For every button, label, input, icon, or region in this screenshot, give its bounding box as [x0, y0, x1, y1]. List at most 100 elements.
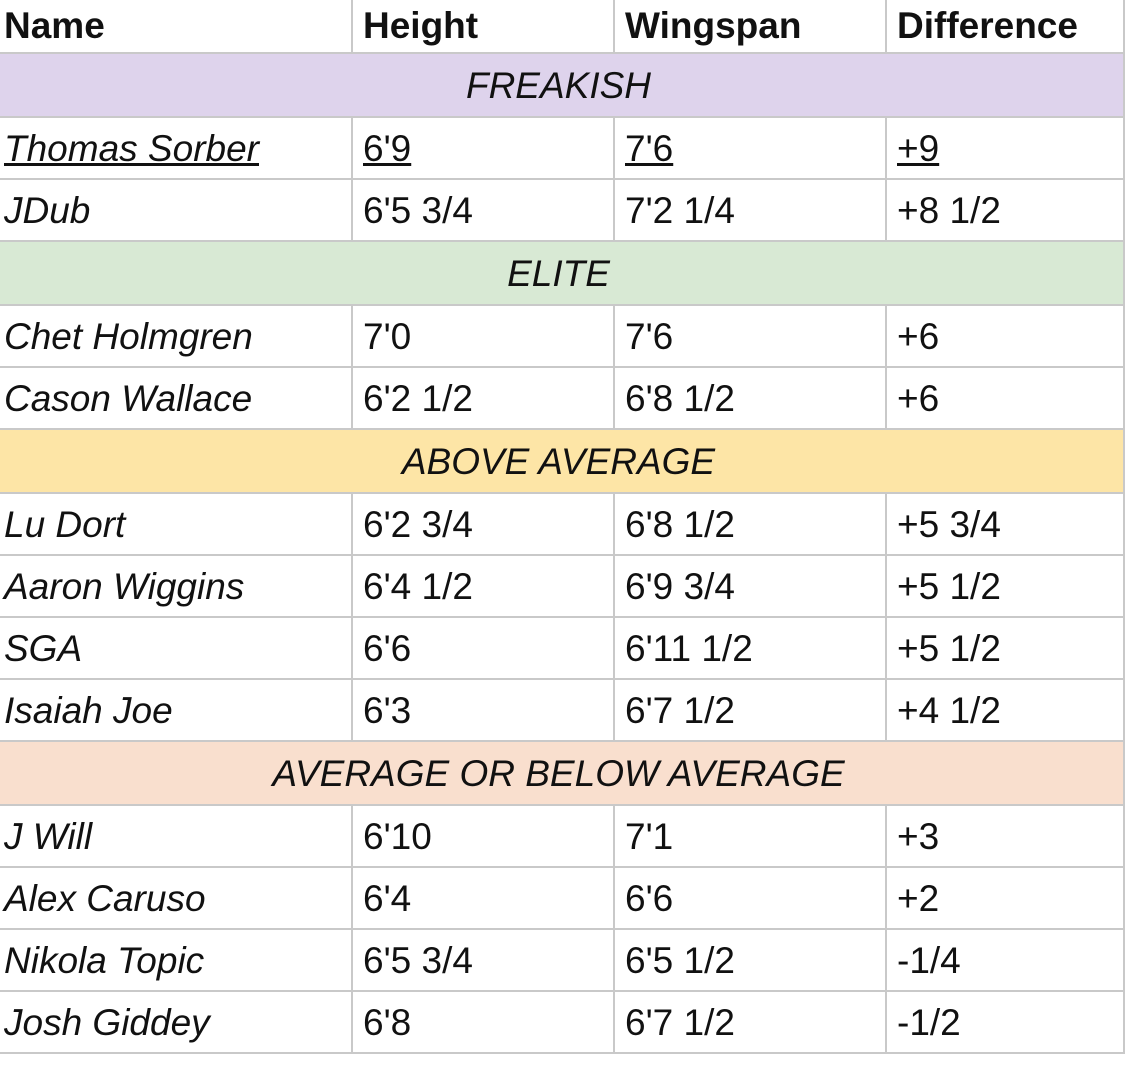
wingspan-cell[interactable]: 7'2 1/4 [613, 178, 887, 242]
category-label[interactable]: AVERAGE OR BELOW AVERAGE [0, 740, 1125, 806]
name-cell[interactable]: JDub [0, 178, 353, 242]
wingspan-cell[interactable]: 6'7 1/2 [613, 678, 887, 742]
difference-cell[interactable]: +5 1/2 [885, 616, 1125, 680]
height-cell[interactable]: 6'3 [351, 678, 615, 742]
name-value: Alex Caruso [4, 877, 206, 919]
wingspan-cell[interactable]: 6'6 [613, 866, 887, 930]
name-cell[interactable]: J Will [0, 804, 353, 868]
name-cell[interactable]: Chet Holmgren [0, 304, 353, 368]
table-row: Lu Dort 6'2 3/4 6'8 1/2 +5 3/4 [0, 492, 1125, 556]
wingspan-value: 6'7 1/2 [625, 689, 735, 731]
height-cell[interactable]: 6'8 [351, 990, 615, 1054]
difference-value: +6 [897, 377, 940, 419]
height-cell[interactable]: 6'2 1/2 [351, 366, 615, 430]
category-label[interactable]: ABOVE AVERAGE [0, 428, 1125, 494]
difference-value: -1/2 [897, 1001, 961, 1043]
height-cell[interactable]: 6'4 [351, 866, 615, 930]
category-row: ELITE [0, 240, 1125, 306]
name-cell[interactable]: Aaron Wiggins [0, 554, 353, 618]
wingspan-value: 6'8 1/2 [625, 503, 735, 545]
name-cell[interactable]: Lu Dort [0, 492, 353, 556]
wingspan-cell[interactable]: 6'7 1/2 [613, 990, 887, 1054]
difference-value: +9 [897, 127, 940, 169]
category-label[interactable]: FREAKISH [0, 52, 1125, 118]
wingspan-value: 6'6 [625, 877, 674, 919]
category-label[interactable]: ELITE [0, 240, 1125, 306]
difference-cell[interactable]: +5 3/4 [885, 492, 1125, 556]
column-header-name[interactable]: Name [0, 0, 353, 54]
difference-value: +8 1/2 [897, 189, 1001, 231]
difference-cell[interactable]: +2 [885, 866, 1125, 930]
name-cell[interactable]: Nikola Topic [0, 928, 353, 992]
height-cell[interactable]: 6'5 3/4 [351, 928, 615, 992]
category-row: AVERAGE OR BELOW AVERAGE [0, 740, 1125, 806]
height-value: 6'2 3/4 [363, 503, 473, 545]
name-value: SGA [4, 627, 83, 669]
difference-cell[interactable]: -1/2 [885, 990, 1125, 1054]
wingspan-value: 6'8 1/2 [625, 377, 735, 419]
height-value: 6'2 1/2 [363, 377, 473, 419]
height-cell[interactable]: 6'6 [351, 616, 615, 680]
wingspan-value: 6'7 1/2 [625, 1001, 735, 1043]
table-row: J Will 6'10 7'1 +3 [0, 804, 1125, 868]
height-cell[interactable]: 7'0 [351, 304, 615, 368]
name-value: JDub [4, 189, 91, 231]
height-value: 6'5 3/4 [363, 939, 473, 981]
difference-cell[interactable]: +6 [885, 304, 1125, 368]
difference-value: -1/4 [897, 939, 961, 981]
table-row: SGA 6'6 6'11 1/2 +5 1/2 [0, 616, 1125, 680]
difference-value: +4 1/2 [897, 689, 1001, 731]
column-header-wingspan[interactable]: Wingspan [613, 0, 887, 54]
wingspan-value: 7'6 [625, 315, 674, 357]
column-header-difference[interactable]: Difference [885, 0, 1125, 54]
height-cell[interactable]: 6'2 3/4 [351, 492, 615, 556]
height-cell[interactable]: 6'9 [351, 116, 615, 180]
table-row: Nikola Topic 6'5 3/4 6'5 1/2 -1/4 [0, 928, 1125, 992]
height-value: 6'4 [363, 877, 412, 919]
wingspan-cell[interactable]: 6'9 3/4 [613, 554, 887, 618]
name-value: Lu Dort [4, 503, 126, 545]
wingspan-cell[interactable]: 6'5 1/2 [613, 928, 887, 992]
name-cell[interactable]: Isaiah Joe [0, 678, 353, 742]
wingspan-cell[interactable]: 7'6 [613, 116, 887, 180]
height-cell[interactable]: 6'5 3/4 [351, 178, 615, 242]
name-value: Josh Giddey [4, 1001, 210, 1043]
column-header-height[interactable]: Height [351, 0, 615, 54]
wingspan-table: Name Height Wingspan Difference FREAKISH… [0, 0, 1125, 1054]
difference-value: +6 [897, 315, 940, 357]
difference-cell[interactable]: +5 1/2 [885, 554, 1125, 618]
difference-cell[interactable]: +9 [885, 116, 1125, 180]
wingspan-value: 6'5 1/2 [625, 939, 735, 981]
difference-cell[interactable]: +8 1/2 [885, 178, 1125, 242]
height-cell[interactable]: 6'10 [351, 804, 615, 868]
wingspan-cell[interactable]: 6'8 1/2 [613, 366, 887, 430]
difference-cell[interactable]: +6 [885, 366, 1125, 430]
name-value: J Will [4, 815, 93, 857]
table-row: Aaron Wiggins 6'4 1/2 6'9 3/4 +5 1/2 [0, 554, 1125, 618]
difference-cell[interactable]: +3 [885, 804, 1125, 868]
name-cell[interactable]: Cason Wallace [0, 366, 353, 430]
name-cell[interactable]: SGA [0, 616, 353, 680]
wingspan-cell[interactable]: 6'11 1/2 [613, 616, 887, 680]
wingspan-cell[interactable]: 7'6 [613, 304, 887, 368]
name-value: Nikola Topic [4, 939, 205, 981]
wingspan-cell[interactable]: 7'1 [613, 804, 887, 868]
header-row: Name Height Wingspan Difference [0, 0, 1125, 54]
name-cell[interactable]: Thomas Sorber [0, 116, 353, 180]
height-value: 6'5 3/4 [363, 189, 473, 231]
height-cell[interactable]: 6'4 1/2 [351, 554, 615, 618]
category-row: FREAKISH [0, 52, 1125, 118]
name-cell[interactable]: Alex Caruso [0, 866, 353, 930]
difference-value: +2 [897, 877, 940, 919]
difference-cell[interactable]: -1/4 [885, 928, 1125, 992]
name-cell[interactable]: Josh Giddey [0, 990, 353, 1054]
height-value: 6'3 [363, 689, 412, 731]
table-row: Alex Caruso 6'4 6'6 +2 [0, 866, 1125, 930]
table-row: Thomas Sorber 6'9 7'6 +9 [0, 116, 1125, 180]
height-value: 6'4 1/2 [363, 565, 473, 607]
table-row: Cason Wallace 6'2 1/2 6'8 1/2 +6 [0, 366, 1125, 430]
wingspan-cell[interactable]: 6'8 1/2 [613, 492, 887, 556]
difference-value: +5 1/2 [897, 565, 1001, 607]
difference-cell[interactable]: +4 1/2 [885, 678, 1125, 742]
wingspan-value: 7'6 [625, 127, 674, 169]
